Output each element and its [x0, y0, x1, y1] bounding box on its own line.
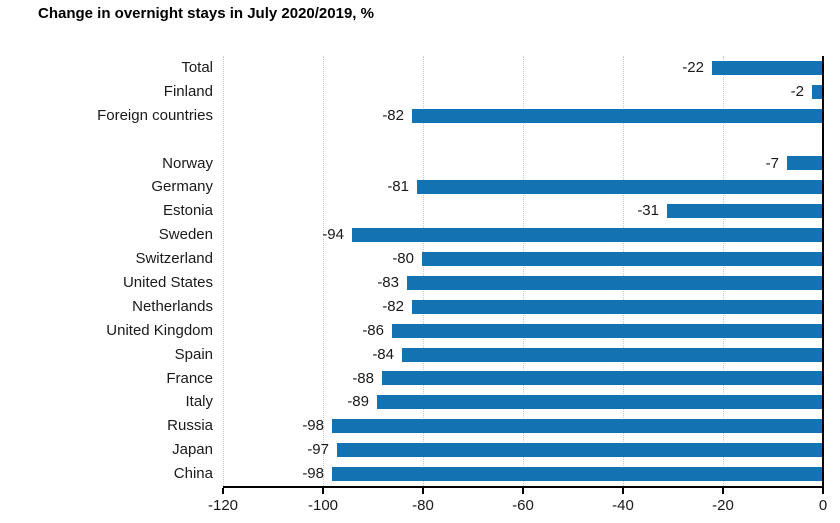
chart-row — [223, 128, 823, 152]
gridline — [523, 56, 524, 486]
bar — [422, 252, 822, 267]
chart-row: Finland -2 — [164, 80, 823, 104]
gridline — [423, 56, 424, 486]
chart-row: Italy -89 — [185, 390, 823, 414]
value-label: -7 — [765, 154, 779, 172]
chart-row: Norway -7 — [162, 152, 823, 176]
chart-row: Russia -98 — [167, 414, 823, 438]
chart-row: Total -22 — [181, 56, 823, 80]
category-label: Netherlands — [132, 297, 213, 315]
chart-row: Estonia -31 — [163, 199, 823, 223]
chart-row: Switzerland -80 — [135, 247, 823, 271]
category-label: Norway — [162, 154, 213, 172]
category-label: Spain — [174, 345, 213, 363]
x-axis-tick — [322, 488, 324, 494]
value-label: -2 — [790, 82, 804, 100]
bar — [352, 228, 822, 243]
x-axis-tick — [522, 488, 524, 494]
category-label: Italy — [185, 393, 213, 411]
category-label: Foreign countries — [97, 106, 213, 124]
value-label: -81 — [387, 178, 409, 196]
value-label: -31 — [637, 202, 659, 220]
value-label: -84 — [372, 345, 394, 363]
x-axis-tick — [822, 488, 824, 494]
chart-row: Netherlands -82 — [132, 295, 823, 319]
value-label: -86 — [362, 321, 384, 339]
category-label: France — [166, 369, 213, 387]
bar — [412, 299, 822, 314]
bar — [417, 180, 822, 195]
gridline — [323, 56, 324, 486]
value-label: -97 — [307, 441, 329, 459]
bar — [812, 84, 822, 99]
x-axis-tick — [422, 488, 424, 494]
bar — [787, 156, 822, 171]
bar — [382, 371, 822, 386]
x-axis-tick — [622, 488, 624, 494]
value-label: -98 — [302, 417, 324, 435]
value-label: -80 — [392, 250, 414, 268]
x-axis-tick — [222, 488, 224, 494]
category-label: United States — [122, 274, 213, 291]
bar — [332, 419, 822, 434]
category-label: Russia — [167, 417, 213, 435]
category-label: United Kingdom — [106, 321, 213, 339]
zero-axis-line — [822, 56, 824, 486]
bar — [412, 108, 822, 123]
chart-row: United States -83 — [123, 271, 823, 295]
gridline — [223, 56, 224, 486]
plot-area: Total -22 Finland -2 Foreign countries -82 Nor… — [97, 56, 824, 486]
x-axis-tick-label: 0 — [818, 497, 828, 514]
bar — [402, 347, 822, 362]
x-axis-tick-label: -100 — [307, 497, 339, 514]
chart-row: Spain -84 — [175, 343, 823, 367]
value-label: -89 — [347, 393, 369, 411]
value-label: -22 — [682, 59, 704, 76]
chart-row: France -88 — [166, 367, 823, 391]
bar — [407, 275, 822, 290]
value-label: -98 — [302, 465, 324, 483]
bar — [712, 60, 822, 75]
value-label: -94 — [322, 226, 344, 244]
category-label: China — [173, 465, 213, 483]
bar — [332, 467, 822, 482]
category-label: Germany — [151, 178, 213, 196]
bar — [667, 204, 822, 219]
value-label: -88 — [352, 369, 374, 387]
chart-row: Foreign countries -82 — [97, 104, 823, 128]
value-label: -82 — [382, 297, 404, 315]
bar — [392, 323, 822, 338]
value-label: -82 — [382, 106, 404, 124]
chart-row: Japan -97 — [172, 438, 823, 462]
category-label: Finland — [163, 82, 213, 100]
category-label: Sweden — [158, 226, 213, 244]
x-axis-tick-label: -120 — [207, 497, 239, 514]
x-axis-tick-label: -20 — [712, 497, 734, 514]
chart-row: Germany -81 — [151, 175, 823, 199]
gridline — [723, 56, 724, 486]
x-axis-tick — [722, 488, 724, 494]
category-label: Total — [181, 59, 213, 76]
category-label: Switzerland — [135, 250, 213, 268]
bar — [377, 395, 822, 410]
x-axis-line — [223, 486, 824, 488]
gridline — [623, 56, 624, 486]
category-label: Estonia — [162, 202, 213, 220]
x-axis-tick-label: -60 — [512, 497, 534, 514]
x-axis-tick-label: -80 — [412, 497, 434, 514]
x-axis-tick-label: -40 — [612, 497, 634, 514]
category-label: Japan — [172, 441, 213, 459]
chart-row: China -98 — [174, 462, 823, 486]
bar — [337, 443, 822, 458]
chart-title: Change in overnight stays in July 2020/2… — [38, 5, 374, 22]
value-label: -83 — [377, 274, 399, 291]
chart-row: Sweden -94 — [159, 223, 823, 247]
chart-row: United Kingdom -86 — [106, 319, 823, 343]
